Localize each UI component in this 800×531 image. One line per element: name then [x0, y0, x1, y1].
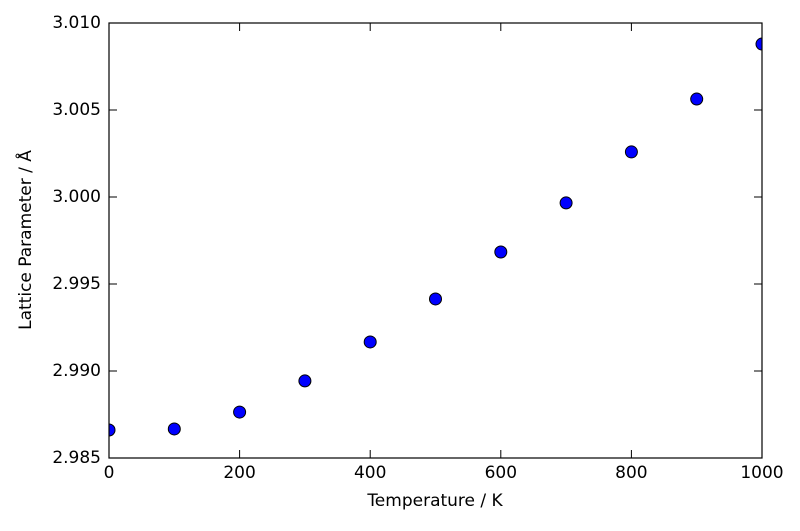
x-axis-label: Temperature / K — [366, 491, 503, 511]
y-tick-label: 3.005 — [52, 100, 101, 120]
data-point — [298, 374, 312, 388]
y-axis-label: Lattice Parameter / Å — [14, 150, 36, 330]
data-point — [429, 292, 442, 306]
axes-frame — [108, 22, 763, 459]
y-tick-label: 2.995 — [52, 274, 101, 294]
x-tick-label: 200 — [223, 463, 255, 483]
data-point — [559, 196, 573, 210]
x-tick-label: 400 — [354, 463, 386, 483]
data-point — [363, 335, 377, 349]
y-tick-label: 2.990 — [52, 361, 101, 381]
y-tick-label: 3.000 — [52, 187, 101, 207]
x-tick-label: 800 — [615, 463, 647, 483]
plot-area — [109, 37, 762, 437]
data-point — [624, 145, 638, 159]
data-point — [167, 422, 181, 436]
data-point — [755, 37, 762, 51]
x-tick-label: 600 — [485, 463, 517, 483]
y-tick-label: 2.985 — [52, 448, 101, 468]
x-tick-label: 1000 — [740, 463, 783, 483]
y-tick-label: 3.010 — [52, 13, 101, 33]
data-point — [494, 245, 508, 259]
x-tick-label: 0 — [104, 463, 115, 483]
data-point — [109, 423, 116, 437]
data-point — [233, 405, 247, 419]
data-point — [690, 92, 704, 106]
